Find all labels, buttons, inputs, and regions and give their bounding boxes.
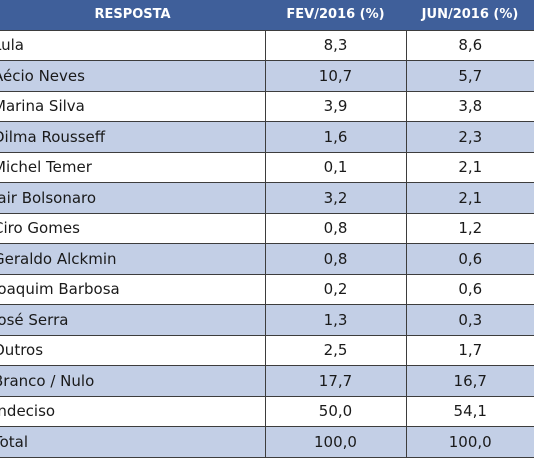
feb-2016-value-cell: 10,7 [265,60,407,92]
jun-2016-value-cell: 8,6 [406,29,534,61]
feb-2016-value-cell: 0,2 [265,273,407,305]
feb-2016-value-cell: 2,5 [265,334,407,366]
jun-2016-value-cell: 0,6 [406,273,534,305]
table-row: Geraldo Alckmin 0,8 0,6 [0,243,534,275]
jun-2016-value-cell: 1,7 [406,334,534,366]
candidate-name-cell: Outros [0,334,266,366]
candidate-name-cell: Marina Silva [0,90,266,122]
table-row: Branco / Nulo 17,7 16,7 [0,365,534,397]
jun-2016-value-cell: 0,6 [406,243,534,275]
feb-2016-value-cell: 8,3 [265,29,407,61]
table-row: Aécio Neves 10,7 5,7 [0,60,534,92]
feb-2016-value-cell: 3,9 [265,90,407,122]
jun-2016-value-cell: 100,0 [406,426,534,458]
feb-2016-value-cell: 50,0 [265,395,407,427]
table-row: Jair Bolsonaro 3,2 2,1 [0,182,534,214]
candidate-name-cell: Total [0,426,266,458]
table-row: Indeciso50,054,1 [0,395,534,427]
jun-2016-value-cell: 16,7 [406,365,534,397]
feb-2016-value-cell: 0,8 [265,243,407,275]
candidate-name-cell: Aécio Neves [0,60,266,92]
jun-2016-value-cell: 54,1 [406,395,534,427]
table-header: RESPOSTA FEV/2016 (%) JUN/2016 (%) [0,0,534,30]
feb-2016-value-cell: 1,6 [265,121,407,153]
feb-2016-value-cell: 0,8 [265,212,407,244]
table-row: Dilma Rousseff 1,6 2,3 [0,121,534,153]
column-header-response: RESPOSTA [94,7,171,23]
candidate-name-cell: Dilma Rousseff [0,121,266,153]
candidate-name-cell: José Serra [0,304,266,336]
feb-2016-value-cell: 17,7 [265,365,407,397]
column-header-jun-2016: JUN/2016 (%) [421,7,519,23]
jun-2016-value-cell: 3,8 [406,90,534,122]
table-row: Outros2,51,7 [0,334,534,366]
candidate-name-cell: Geraldo Alckmin [0,243,266,275]
feb-2016-value-cell: 1,3 [265,304,407,336]
candidate-name-cell: Indeciso [0,395,266,427]
table-row: Ciro Gomes 0,8 1,2 [0,212,534,244]
candidate-name-cell: Lula [0,29,266,61]
feb-2016-value-cell: 100,0 [265,426,407,458]
jun-2016-value-cell: 2,3 [406,121,534,153]
table-row: Marina Silva 3,9 3,8 [0,90,534,122]
candidate-name-cell: Jair Bolsonaro [0,182,266,214]
candidate-name-cell: Joaquim Barbosa [0,273,266,305]
feb-2016-value-cell: 0,1 [265,151,407,183]
table-row: José Serra 1,3 0,3 [0,304,534,336]
candidate-name-cell: Michel Temer [0,151,266,183]
header-row: RESPOSTA FEV/2016 (%) JUN/2016 (%) [0,0,534,30]
candidate-name-cell: Ciro Gomes [0,212,266,244]
column-header-feb-2016: FEV/2016 (%) [286,7,385,23]
jun-2016-value-cell: 5,7 [406,60,534,92]
candidate-name-cell: Branco / Nulo [0,365,266,397]
table-row: Joaquim Barbosa 0,2 0,6 [0,273,534,305]
jun-2016-value-cell: 0,3 [406,304,534,336]
jun-2016-value-cell: 1,2 [406,212,534,244]
feb-2016-value-cell: 3,2 [265,182,407,214]
jun-2016-value-cell: 2,1 [406,151,534,183]
table-row: Michel Temer 0,1 2,1 [0,151,534,183]
table-row: Lula8,38,6 [0,29,534,61]
jun-2016-value-cell: 2,1 [406,182,534,214]
